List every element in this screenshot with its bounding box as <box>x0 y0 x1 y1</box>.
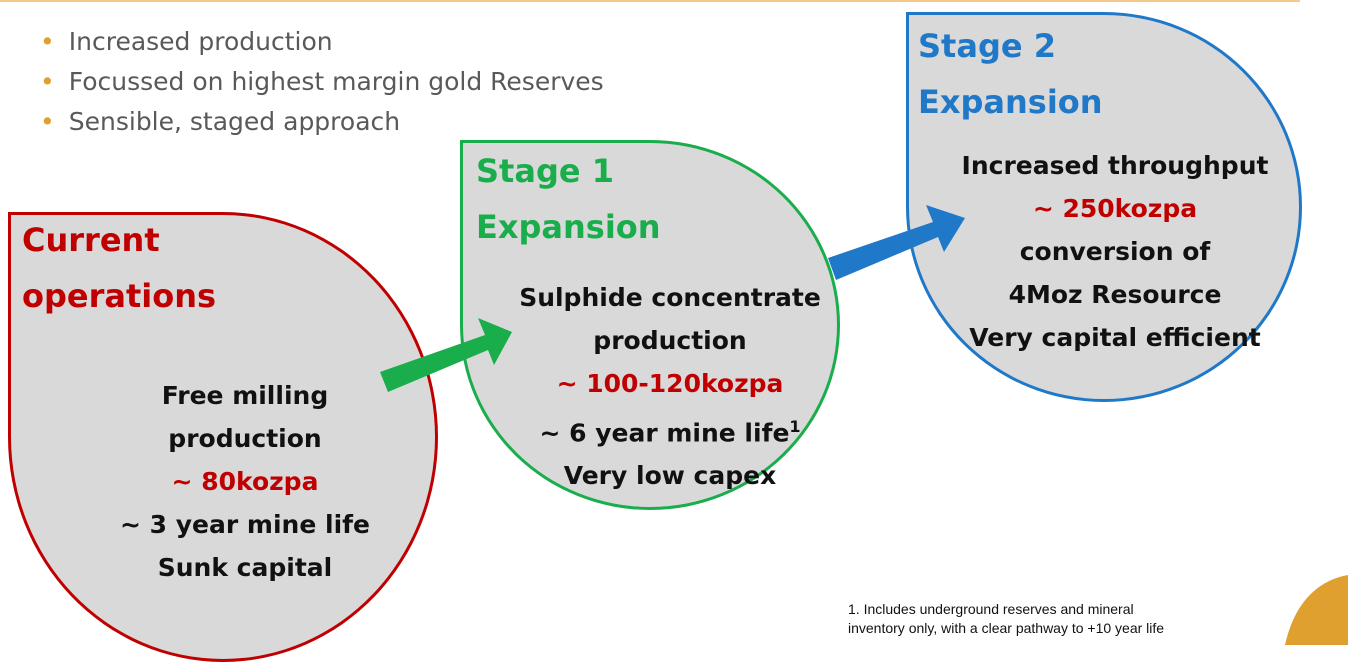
bullet-list: • Increased production • Focussed on highe… <box>40 22 604 142</box>
title-line: Stage 2 <box>918 27 1056 65</box>
arrows <box>380 205 1348 645</box>
bullet-text: Sensible, staged approach <box>68 107 401 136</box>
body-line: Increased throughput <box>961 151 1269 180</box>
top-rule <box>0 0 1300 2</box>
stage-title: Current operations <box>22 212 216 324</box>
arrow <box>380 318 512 392</box>
arrow <box>828 205 965 280</box>
body-line: Very capital efficient <box>969 323 1261 352</box>
body-line: Very low capex <box>563 461 777 491</box>
current-shape <box>8 212 438 662</box>
body-text: ~ 6 year mine life <box>539 418 790 448</box>
bullet-text: Focussed on highest margin gold Reserves <box>68 67 604 96</box>
stage-body: Free milling production ~ 80kozpa ~ 3 ye… <box>95 374 395 589</box>
body-line: production <box>168 424 322 453</box>
stage-body: Sulphide concentrate production ~ 100-12… <box>500 276 840 497</box>
bullet-text: Increased production <box>68 27 333 56</box>
stage1-shape <box>460 140 840 510</box>
body-line: Free milling <box>161 381 329 410</box>
body-line: ~ 100-120kozpa <box>556 369 784 398</box>
title-line: Expansion <box>918 83 1103 121</box>
body-line: ~ 250kozpa <box>1032 194 1198 223</box>
footnote-line: 1. Includes underground reserves and min… <box>848 601 1134 617</box>
stage-body: Increased throughput ~ 250kozpa conversi… <box>940 144 1290 359</box>
body-line: ~ 6 year mine life1 <box>500 405 840 454</box>
bullet: • Increased production <box>40 27 333 56</box>
corner-accent <box>1285 575 1348 645</box>
body-line: 4Moz Resource <box>1008 280 1222 309</box>
bullet: • Sensible, staged approach <box>40 107 401 136</box>
title-line: Stage 1 <box>476 152 614 190</box>
stage-title: Stage 2 Expansion <box>918 18 1103 130</box>
body-line: ~ 80kozpa <box>171 467 319 496</box>
title-line: Current <box>22 221 160 259</box>
footnote-mark: 1 <box>789 417 801 436</box>
footnote-line: inventory only, with a clear pathway to … <box>848 620 1165 636</box>
body-line: production <box>593 326 747 355</box>
body-line: Sulphide concentrate <box>519 283 821 312</box>
title-line: Expansion <box>476 208 661 246</box>
body-line: conversion of <box>1019 237 1211 266</box>
stage2-shape <box>906 12 1302 402</box>
title-line: operations <box>22 277 217 315</box>
bullet: • Focussed on highest margin gold Reserve… <box>40 67 604 96</box>
body-line: Sunk capital <box>157 553 333 582</box>
body-line: ~ 3 year mine life <box>120 510 370 539</box>
footnote: 1. Includes underground reserves and min… <box>848 600 1164 638</box>
stage-title: Stage 1 Expansion <box>476 143 661 255</box>
